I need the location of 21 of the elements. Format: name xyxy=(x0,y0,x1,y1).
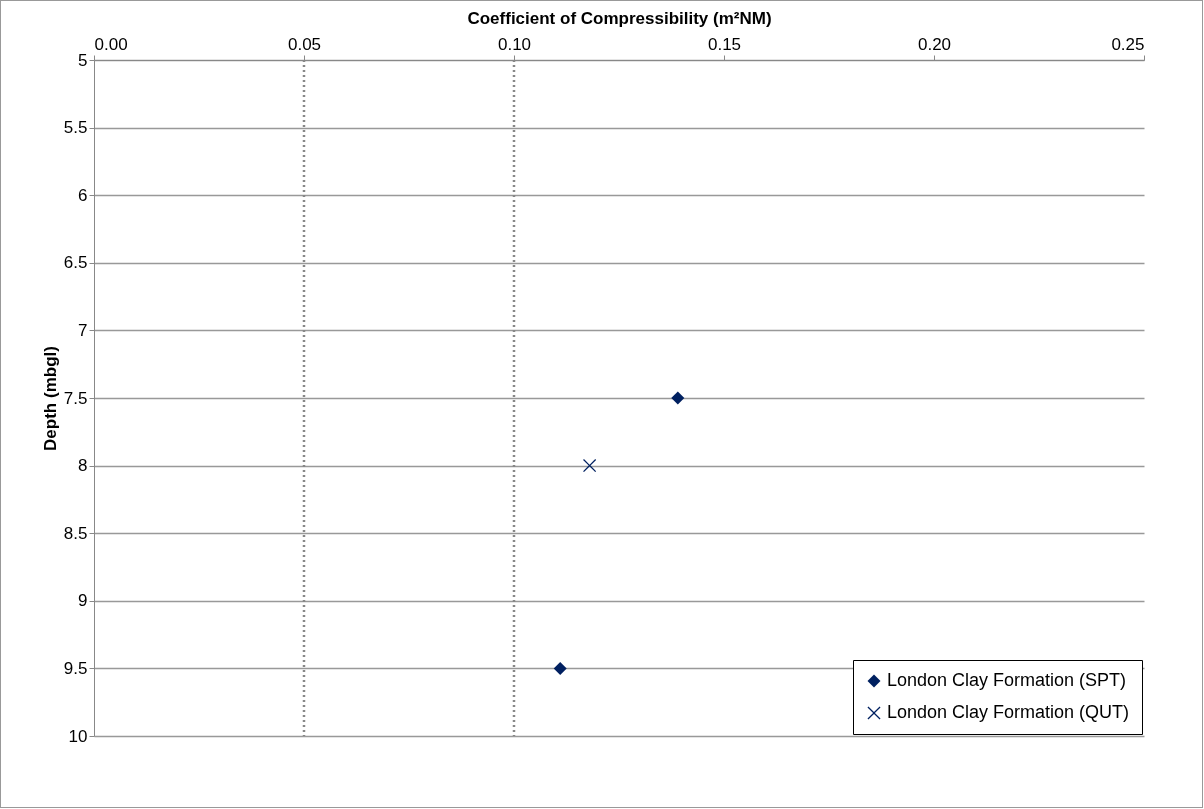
x-tick-label: 0.20 xyxy=(917,34,952,54)
y-tick-label: 10 xyxy=(68,726,88,746)
y-tick-label: 9 xyxy=(78,591,88,611)
x-tick-label: 0.00 xyxy=(94,34,128,54)
x-axis-title: Coefficient of Compressibility (m²NM) xyxy=(467,8,772,28)
y-tick-label: 5 xyxy=(78,50,88,70)
y-tick-label: 5.5 xyxy=(63,118,88,138)
y-tick-label: 9.5 xyxy=(63,658,88,678)
x-tick-label: 0.10 xyxy=(497,34,532,54)
x-tick-label: 0.25 xyxy=(1111,34,1145,54)
y-tick-label: 7.5 xyxy=(63,388,88,408)
y-tick-label: 6.5 xyxy=(63,253,88,273)
legend-label: London Clay Formation (QUT) xyxy=(887,702,1130,722)
y-tick-label: 6 xyxy=(78,185,88,205)
x-tick-label: 0.15 xyxy=(707,34,742,54)
y-tick-label: 8 xyxy=(78,456,88,476)
y-axis-title: Depth (mbgl) xyxy=(40,346,60,451)
legend-label: London Clay Formation (SPT) xyxy=(887,670,1127,690)
y-tick-label: 7 xyxy=(78,320,88,340)
x-tick-label: 0.05 xyxy=(287,34,322,54)
y-tick-label: 8.5 xyxy=(63,523,88,543)
